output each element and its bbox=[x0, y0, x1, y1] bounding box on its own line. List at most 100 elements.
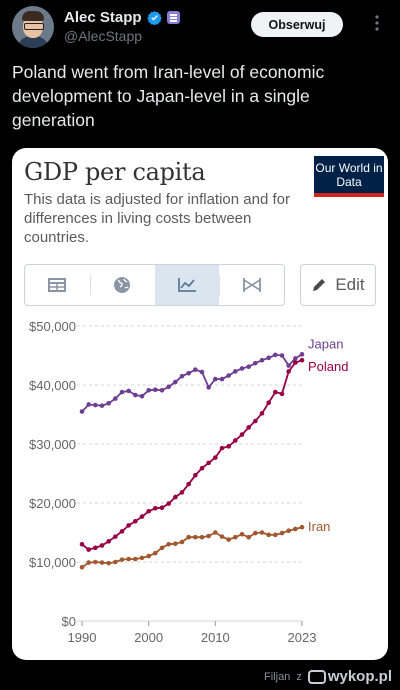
data-point-iran bbox=[299, 524, 305, 530]
data-point-iran bbox=[219, 534, 225, 539]
data-point-poland bbox=[99, 543, 105, 548]
data-point-poland bbox=[139, 514, 145, 519]
series-label-poland: Poland bbox=[308, 359, 348, 374]
data-point-iran bbox=[286, 528, 291, 534]
data-point-iran bbox=[86, 560, 91, 565]
data-point-poland bbox=[93, 545, 98, 551]
data-point-japan bbox=[173, 379, 178, 385]
data-point-iran bbox=[119, 557, 125, 562]
data-point-japan bbox=[246, 364, 251, 370]
chart-tabs bbox=[24, 264, 285, 306]
data-point-japan bbox=[166, 384, 171, 390]
chart-card[interactable]: GDP per capita This data is adjusted for… bbox=[12, 148, 388, 660]
data-point-japan bbox=[193, 367, 198, 372]
x-tick-label: 2023 bbox=[288, 630, 317, 645]
series-label-iran: Iran bbox=[308, 519, 330, 534]
data-point-iran bbox=[279, 530, 285, 536]
data-point-japan bbox=[93, 402, 98, 408]
data-point-iran bbox=[179, 539, 185, 545]
data-point-japan bbox=[146, 388, 151, 393]
data-point-poland bbox=[226, 444, 231, 449]
data-point-japan bbox=[153, 387, 158, 393]
tab-table[interactable] bbox=[25, 265, 90, 305]
verified-badge-icon bbox=[146, 10, 162, 25]
data-point-poland bbox=[219, 445, 225, 451]
table-icon bbox=[48, 278, 67, 292]
footer-credit: Filjan z wykop.pl bbox=[264, 668, 392, 685]
credit-user: Filjan bbox=[264, 670, 291, 683]
data-point-japan bbox=[99, 403, 105, 408]
globe-icon bbox=[114, 277, 131, 293]
data-point-iran bbox=[166, 542, 171, 547]
edit-label: Edit bbox=[335, 275, 365, 294]
series-line-poland bbox=[81, 359, 303, 551]
data-point-poland bbox=[273, 389, 278, 395]
data-point-japan bbox=[133, 392, 138, 398]
data-point-iran bbox=[213, 530, 218, 535]
data-point-iran bbox=[293, 526, 298, 532]
data-point-poland bbox=[259, 411, 265, 416]
data-point-iran bbox=[79, 565, 85, 570]
data-point-poland bbox=[166, 501, 171, 506]
data-point-japan bbox=[159, 388, 165, 393]
data-point-japan bbox=[213, 376, 218, 382]
data-point-japan bbox=[293, 356, 298, 361]
data-point-japan bbox=[286, 363, 291, 368]
tab-map[interactable] bbox=[89, 265, 155, 305]
y-tick-label: $30,000 bbox=[29, 437, 76, 452]
data-point-japan bbox=[79, 409, 85, 414]
data-point-japan bbox=[126, 388, 131, 394]
data-point-iran bbox=[133, 556, 138, 562]
data-point-poland bbox=[179, 490, 185, 495]
series-line-japan bbox=[81, 353, 303, 413]
chart-title: GDP per capita bbox=[24, 158, 206, 186]
data-point-japan bbox=[279, 353, 285, 358]
data-point-iran bbox=[153, 550, 158, 556]
data-point-iran bbox=[193, 534, 198, 540]
data-point-japan bbox=[266, 355, 271, 361]
tab-chart[interactable] bbox=[154, 265, 220, 305]
data-point-poland bbox=[199, 465, 205, 471]
data-point-poland bbox=[299, 357, 305, 363]
wykop-logo[interactable]: wykop.pl bbox=[307, 668, 392, 685]
data-point-iran bbox=[146, 553, 151, 559]
data-point-japan bbox=[179, 373, 185, 379]
more-options-icon[interactable] bbox=[369, 13, 385, 33]
data-point-japan bbox=[226, 373, 231, 378]
data-point-japan bbox=[139, 393, 145, 399]
data-point-poland bbox=[86, 547, 91, 552]
y-tick-label: $50,000 bbox=[29, 319, 76, 334]
data-point-iran bbox=[106, 560, 111, 566]
series-label-japan: Japan bbox=[308, 336, 343, 351]
data-point-iran bbox=[226, 537, 231, 542]
data-point-japan bbox=[299, 352, 305, 357]
edit-button[interactable]: Edit bbox=[300, 264, 376, 306]
data-point-japan bbox=[253, 360, 258, 366]
tweet-header: Alec Stapp @AlecStapp Obserwuj bbox=[0, 0, 400, 56]
data-point-poland bbox=[119, 529, 125, 534]
author-name[interactable]: Alec Stapp bbox=[64, 9, 142, 26]
x-tick-label: 2010 bbox=[201, 630, 230, 645]
data-point-iran bbox=[259, 530, 265, 535]
data-point-japan bbox=[233, 369, 238, 374]
data-point-poland bbox=[213, 455, 218, 460]
data-point-poland bbox=[186, 481, 191, 487]
author-handle[interactable]: @AlecStapp bbox=[64, 28, 143, 44]
data-point-iran bbox=[246, 534, 251, 540]
data-point-iran bbox=[239, 531, 245, 537]
data-point-iran bbox=[113, 559, 118, 565]
follow-button[interactable]: Obserwuj bbox=[251, 12, 343, 37]
series-line-iran bbox=[81, 526, 303, 569]
x-tick-label: 2000 bbox=[134, 630, 163, 645]
y-tick-label: $10,000 bbox=[29, 555, 76, 570]
data-point-poland bbox=[79, 542, 85, 547]
data-point-japan bbox=[113, 396, 118, 401]
data-point-poland bbox=[206, 460, 211, 466]
y-tick-label: $0 bbox=[62, 614, 76, 629]
owid-logo: Our World in Data bbox=[314, 156, 384, 197]
avatar[interactable] bbox=[12, 6, 54, 48]
data-point-iran bbox=[99, 560, 105, 565]
data-point-poland bbox=[113, 534, 118, 539]
tab-slope[interactable] bbox=[219, 265, 284, 305]
data-point-iran bbox=[273, 532, 278, 538]
